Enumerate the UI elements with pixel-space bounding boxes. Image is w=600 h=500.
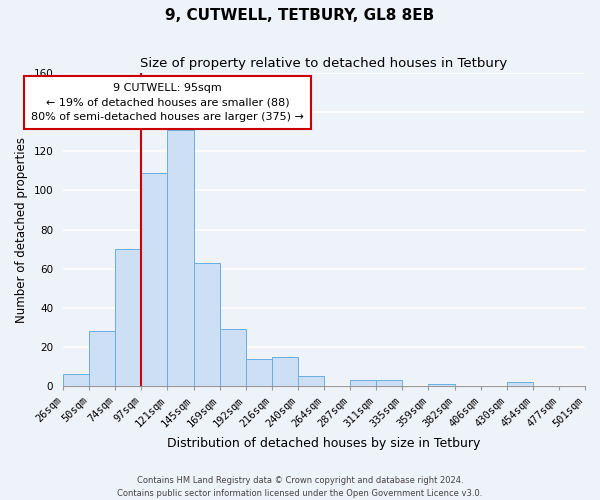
Y-axis label: Number of detached properties: Number of detached properties [15,136,28,322]
Bar [89,332,115,386]
Title: Size of property relative to detached houses in Tetbury: Size of property relative to detached ho… [140,58,508,70]
Bar [142,173,167,386]
Bar [350,380,376,386]
Bar [272,356,298,386]
Bar [63,374,89,386]
Bar [115,249,142,386]
Bar [376,380,403,386]
Text: 9 CUTWELL: 95sqm
← 19% of detached houses are smaller (88)
80% of semi-detached : 9 CUTWELL: 95sqm ← 19% of detached house… [31,82,304,122]
Bar [428,384,455,386]
Bar [507,382,533,386]
Bar [298,376,324,386]
Bar [220,330,246,386]
Text: Contains HM Land Registry data © Crown copyright and database right 2024.
Contai: Contains HM Land Registry data © Crown c… [118,476,482,498]
Text: 9, CUTWELL, TETBURY, GL8 8EB: 9, CUTWELL, TETBURY, GL8 8EB [166,8,434,22]
Bar [246,358,272,386]
Bar [194,263,220,386]
Bar [167,130,194,386]
X-axis label: Distribution of detached houses by size in Tetbury: Distribution of detached houses by size … [167,437,481,450]
